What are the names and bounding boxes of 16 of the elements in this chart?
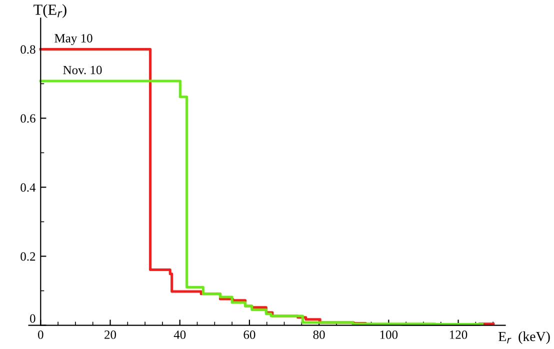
series-label: Nov. 10 [63, 66, 102, 74]
y-axis-title: T(E$_{r}$) [34, 4, 66, 18]
x-axis-title: E$_{r}$ (keV) [498, 331, 550, 344]
x-tick-label: 80 [313, 330, 325, 339]
y-tick-label: 0.8 [20, 45, 36, 54]
y-tick-label: 0.6 [20, 114, 36, 123]
x-tick-label: 0 [38, 330, 44, 339]
x-tick-label: 40 [174, 330, 186, 339]
y-tick-label: 0.2 [20, 252, 36, 261]
y-tick-label: 0.4 [20, 183, 36, 192]
x-tick-label: 60 [244, 330, 256, 339]
x-tick-label: 100 [380, 330, 398, 339]
x-tick-label: 120 [450, 330, 468, 339]
x-tick-label: 20 [104, 330, 116, 339]
series-label: May 10 [54, 34, 92, 46]
y-tick-label: 0 [30, 314, 36, 323]
